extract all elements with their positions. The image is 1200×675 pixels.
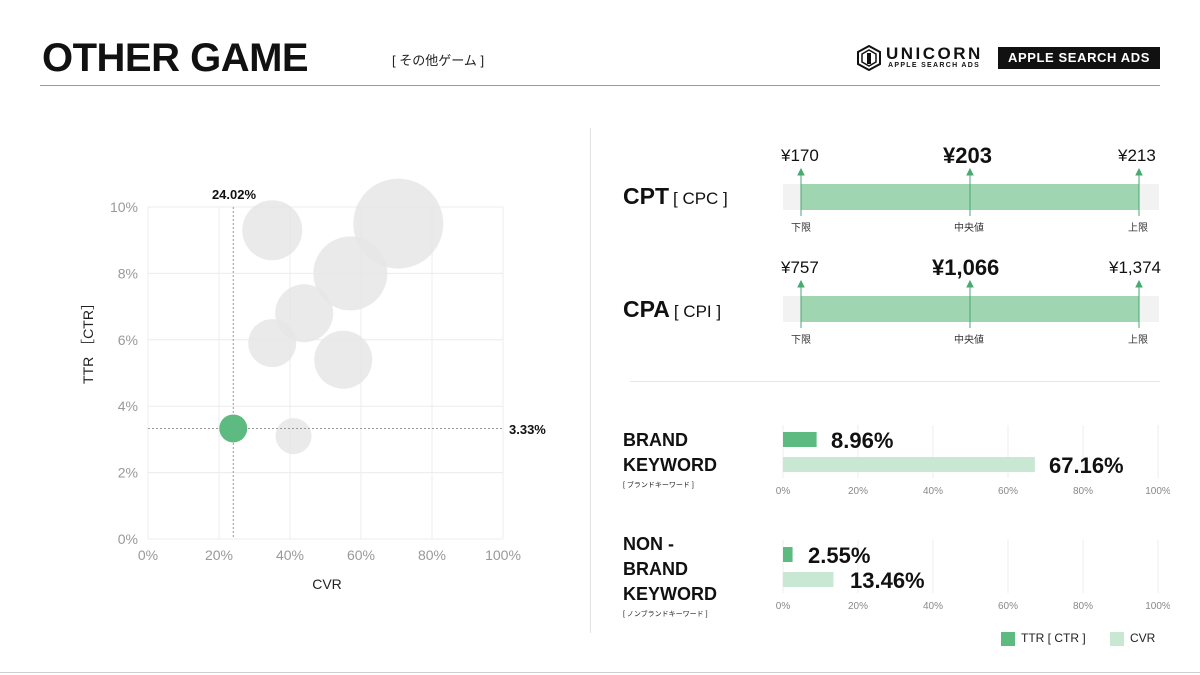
highlight-guides [148,207,503,539]
panel-divider [590,128,591,633]
nonbrand-tick-label: 60% [998,601,1018,612]
cpa-markers [797,279,1143,328]
apple-search-ads-badge: APPLE SEARCH ADS [998,47,1160,69]
cpa-subtitle: [ CPI ] [673,302,722,321]
x-tick-label: 80% [418,547,446,563]
nonbrand-tick-label: 20% [848,601,868,612]
header-divider [40,85,1160,86]
scatter-bubbles [242,178,444,455]
x-tick-label: 0% [138,547,158,563]
scatter-bubble [275,418,312,455]
brand-title-line1: BRAND [623,430,688,450]
hexagon-logo-icon [857,45,881,71]
brand-tick-label: 40% [923,486,943,497]
y-tick-label: 10% [110,199,138,215]
cpt-markers [797,167,1143,216]
cpa-title-block: CPA[ CPI ] [623,296,721,323]
scatter-bubble [353,178,444,269]
y-tick-label: 6% [118,332,138,348]
x-tick-label: 40% [276,547,304,563]
logo-name: UNICORN [886,44,983,63]
brand-tick-label: 80% [1073,486,1093,497]
legend-cvr: CVR [1110,631,1155,646]
y-axis-label: TTR ［CTR］ [80,296,96,384]
nonbrand-cvr-bar [783,572,834,587]
cpt-median-label: 中央値 [954,223,984,234]
brand-tick-label: 0% [776,486,791,497]
brand-keyword-title: BRAND KEYWORD [ ブランドキーワード ] [623,428,717,490]
nonbrand-tick-label: 100% [1145,601,1170,612]
cpt-title: CPT [623,183,669,209]
y-tick-label: 0% [118,531,138,547]
brand-cvr-value: 67.16% [1049,453,1124,478]
scatter-bubble [314,330,373,389]
nonbrand-title-line1: NON - [623,534,674,554]
nonbrand-cvr-value: 13.46% [850,568,925,593]
cpa-min-label: 下限 [791,335,811,346]
cpa-min-value: ¥757 [781,258,819,277]
cpa-median-value: ¥1,066 [932,255,1000,280]
legend-ttr-swatch [1001,631,1015,646]
scatter-bubble [313,236,388,311]
brand-bar-chart: 0% 20% 40% 60% 80% 100% [776,425,1170,497]
scatter-bubble [242,200,303,261]
highlight-bubble [219,414,248,443]
brand-title-jp: [ ブランドキーワード ] [623,482,694,489]
nonbrand-tick-label: 80% [1073,601,1093,612]
cpa-max-label: 上限 [1128,335,1148,346]
unicorn-logo: UNICORN APPLE SEARCH ADS [856,44,996,72]
nonbrand-title-jp: [ ノンブランドキーワード ] [623,611,708,618]
y-tick-label: 4% [118,398,138,414]
cpt-title-block: CPT[ CPC ] [623,183,728,210]
highlight-x-label: 24.02% [212,187,257,202]
legend-cvr-label: CVR [1130,631,1156,645]
nonbrand-title-line3: KEYWORD [623,584,717,604]
nonbrand-keyword-title: NON - BRAND KEYWORD [ ノンブランドキーワード ] [623,532,717,619]
cpt-median-value: ¥203 [943,143,992,168]
logo-subtext: APPLE SEARCH ADS [888,62,981,69]
scatter-ticks: 0% 20% 40% 60% 80% 100% 0% 2% 4% 6% 8% 10% [110,199,521,563]
footer-divider [0,672,1200,673]
y-tick-label: 8% [118,265,138,281]
brand-cvr-bar [783,457,1035,472]
x-tick-label: 20% [205,547,233,563]
legend-ttr: TTR [ CTR ] [1001,631,1086,646]
nonbrand-ttr-bar [783,547,793,562]
cpt-min-value: ¥170 [781,146,819,165]
brand-tick-label: 20% [848,486,868,497]
cpa-max-value: ¥1,374 [1109,258,1161,277]
cpt-max-value: ¥213 [1118,146,1156,165]
page-subtitle: [ その他ゲーム ] [392,53,485,68]
legend-ttr-label: TTR [ CTR ] [1021,631,1086,645]
nonbrand-tick-label: 0% [776,601,791,612]
page-title: OTHER GAME [42,36,309,80]
cpt-subtitle: [ CPC ] [673,189,728,208]
x-tick-label: 60% [347,547,375,563]
scatter-bubble [248,319,297,368]
brand-ttr-value: 8.96% [831,428,894,453]
x-tick-label: 100% [485,547,521,563]
nonbrand-title-line2: BRAND [623,559,688,579]
cpt-max-label: 上限 [1128,223,1148,234]
nonbrand-ttr-value: 2.55% [808,543,871,568]
cpa-title: CPA [623,296,670,322]
section-divider [630,381,1160,382]
cpa-median-label: 中央値 [954,335,984,346]
highlight-y-label: 3.33% [509,422,546,437]
cpt-min-label: 下限 [791,223,811,234]
brand-title-line2: KEYWORD [623,455,717,475]
x-axis-label: CVR [312,576,342,592]
brand-tick-label: 60% [998,486,1018,497]
y-tick-label: 2% [118,465,138,481]
scatter-chart: 0% 20% 40% 60% 80% 100% 0% 2% 4% 6% 8% 10% CVR TTR … [80,178,546,592]
legend-cvr-swatch [1110,631,1124,646]
nonbrand-tick-label: 40% [923,601,943,612]
brand-ttr-bar [783,432,817,447]
brand-tick-label: 100% [1145,486,1170,497]
nonbrand-bar-chart: 0% 20% 40% 60% 80% 100% [776,540,1170,612]
